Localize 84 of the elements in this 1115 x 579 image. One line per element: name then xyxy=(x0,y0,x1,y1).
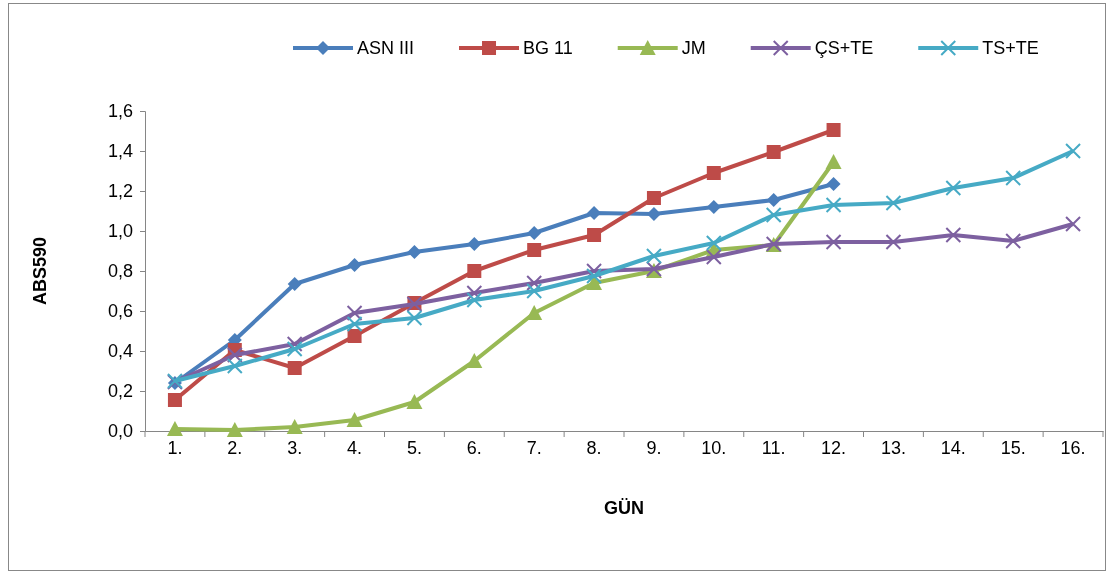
point xyxy=(527,243,542,257)
x-tick-label: 8. xyxy=(586,438,602,458)
point xyxy=(766,193,781,207)
point xyxy=(587,206,602,220)
point xyxy=(765,207,782,223)
point xyxy=(826,177,841,191)
point xyxy=(1065,143,1082,159)
y-tick-label: 1,0 xyxy=(107,221,133,242)
point xyxy=(885,195,902,211)
point xyxy=(1005,233,1022,249)
point xyxy=(346,412,363,427)
point xyxy=(407,245,422,259)
x-tick-label: 4. xyxy=(347,438,363,458)
point xyxy=(945,180,962,196)
point xyxy=(346,316,363,332)
point xyxy=(346,305,363,321)
point xyxy=(526,305,543,320)
x-tick-label: 11. xyxy=(761,438,786,458)
y-tick-label: 0,2 xyxy=(107,381,133,402)
point xyxy=(466,353,483,368)
point xyxy=(286,419,303,434)
point xyxy=(705,249,722,265)
point xyxy=(527,226,542,240)
y-tick-label: 1,6 xyxy=(107,101,133,122)
point xyxy=(645,248,662,264)
point xyxy=(466,292,483,308)
point xyxy=(705,235,722,251)
point xyxy=(287,361,302,375)
legend-label: BG 11 xyxy=(523,38,573,58)
point xyxy=(826,123,841,137)
point xyxy=(467,237,482,251)
x-tick-label: 6. xyxy=(466,438,482,458)
y-tick-label: 1,4 xyxy=(107,141,133,162)
point xyxy=(226,422,243,437)
point xyxy=(406,394,423,409)
point xyxy=(825,154,842,169)
legend-label: ÇS+TE xyxy=(814,38,874,58)
y-axis-title: ABS590 xyxy=(30,236,50,306)
point xyxy=(226,358,243,374)
y-tick-label: 0,4 xyxy=(107,341,133,362)
point xyxy=(825,234,842,250)
legend-label: ASN III xyxy=(357,38,415,58)
point xyxy=(406,310,423,326)
x-tick-label: 5. xyxy=(406,438,422,458)
x-tick-label: 1. xyxy=(167,438,183,458)
point xyxy=(347,329,362,343)
point xyxy=(945,227,962,243)
point xyxy=(587,228,602,242)
point xyxy=(226,347,243,363)
y-tick-label: 0,8 xyxy=(107,261,133,282)
point xyxy=(467,264,482,278)
point xyxy=(166,421,183,436)
x-axis-title: GÜN xyxy=(604,498,644,518)
y-tick-label: 0,0 xyxy=(107,421,133,442)
point xyxy=(825,197,842,213)
point xyxy=(1065,216,1082,232)
x-tick-label: 13. xyxy=(880,438,906,458)
x-tick-label: 12. xyxy=(821,438,847,458)
point xyxy=(526,275,543,291)
point xyxy=(347,258,362,272)
point xyxy=(1005,170,1022,186)
x-tick-label: 16. xyxy=(1060,438,1086,458)
legend-label: JM xyxy=(681,38,706,58)
x-tick-label: 2. xyxy=(227,438,243,458)
point xyxy=(706,200,721,214)
x-tick-label: 9. xyxy=(646,438,662,458)
point xyxy=(586,268,603,284)
x-tick-label: 3. xyxy=(287,438,303,458)
point xyxy=(766,145,781,159)
point xyxy=(646,207,661,221)
x-tick-label: 7. xyxy=(526,438,542,458)
legend-label: TS+TE xyxy=(982,38,1039,58)
point xyxy=(885,234,902,250)
y-tick-label: 1,2 xyxy=(107,181,133,202)
point xyxy=(287,277,302,291)
point xyxy=(286,341,303,357)
point xyxy=(167,393,182,407)
point xyxy=(646,191,661,205)
point xyxy=(706,166,721,180)
y-tick-label: 0,6 xyxy=(107,301,133,322)
point xyxy=(526,283,543,299)
x-tick-label: 15. xyxy=(1000,438,1026,458)
x-tick-label: 14. xyxy=(940,438,966,458)
x-tick-label: 10. xyxy=(701,438,727,458)
